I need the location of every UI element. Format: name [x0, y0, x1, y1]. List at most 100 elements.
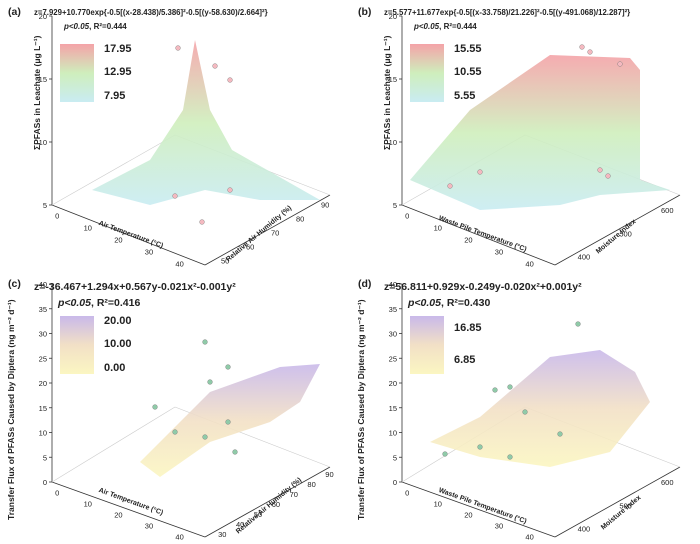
y-tick-label: 60 [272, 500, 280, 509]
observation-point [575, 321, 581, 327]
observation-point [447, 183, 453, 189]
x-tick-label: 30 [495, 248, 503, 257]
panel-label: (a) [8, 6, 21, 18]
y-tick-label: 80 [307, 480, 315, 489]
observation-point [175, 45, 181, 51]
z-tick-label: 30 [389, 330, 397, 339]
observation-point [597, 167, 603, 173]
x-axis-line [51, 481, 206, 538]
z-axis-label: ΣPFASs in Leachate (μg L⁻¹) [382, 35, 392, 150]
z-tick-label: 20 [389, 379, 397, 388]
y-tick-label: 600 [661, 478, 674, 487]
z-tick-label: 10 [389, 138, 397, 147]
y-tick-label: 90 [321, 200, 329, 209]
z-tick-label: 25 [39, 354, 47, 363]
z-tick-label: 15 [39, 75, 47, 84]
z-tick-label: 5 [43, 453, 47, 462]
observation-point [202, 339, 208, 345]
z-tick-label: 15 [39, 404, 47, 413]
observation-point [227, 77, 233, 83]
x-tick-label: 20 [464, 510, 472, 519]
x-tick-label: 30 [145, 248, 153, 257]
panel-label: (b) [358, 6, 372, 18]
legend-value-low: 0.00 [104, 362, 126, 374]
legend-value-mid: 10.00 [104, 338, 132, 350]
observation-point [152, 404, 158, 410]
y-tick-label: 90 [325, 470, 333, 479]
z-tick-label: 0 [393, 478, 397, 487]
observation-point [202, 434, 208, 440]
x-tick-label: 0 [55, 488, 59, 497]
x-tick-label: 20 [464, 236, 472, 245]
legend-value-mid: 10.55 [454, 66, 482, 78]
z-tick-label: 15 [389, 404, 397, 413]
fit-statistics: p<0.05, R²=0.430 [408, 297, 490, 309]
y-axis-line [204, 466, 331, 538]
y-tick-label: 80 [296, 214, 304, 223]
x-axis-line [401, 204, 556, 266]
y-axis-line [554, 194, 681, 266]
panel-a: 5 10 15 20 0 10 20 30 40 50 60 70 80 90 (a) z=7.929+1… [0, 0, 350, 272]
z-tick-label: 5 [393, 201, 397, 210]
x-tick-label: 40 [175, 260, 183, 269]
r-squared: , R²=0.444 [89, 22, 127, 31]
y-tick-label: 70 [271, 228, 279, 237]
legend-value-high: 15.55 [454, 43, 482, 55]
surface-plot-a: 5 10 15 20 0 10 20 30 40 50 60 70 80 90 [39, 12, 331, 269]
x-tick-label: 40 [525, 260, 533, 269]
x-tick-label: 0 [405, 488, 409, 497]
x-axis-line [51, 204, 206, 266]
back-floor-line [51, 134, 176, 206]
fit-equation: z=-36.467+1.294x+0.567y-0.021x²-0.001y² [34, 281, 236, 293]
z-tick-label: 30 [39, 330, 47, 339]
r-squared: , R²=0.416 [90, 297, 141, 309]
color-legend: 15.55 10.55 5.55 [410, 43, 520, 104]
fit-equation: z=5.577+11.677exp{-0.5[(x-33.758)/21.226… [384, 8, 631, 17]
z-tick-label: 5 [393, 453, 397, 462]
x-tick-label: 20 [114, 236, 122, 245]
observation-point [522, 409, 528, 415]
observation-point [442, 451, 448, 457]
z-tick-label: 10 [39, 429, 47, 438]
x-tick-label: 10 [84, 499, 92, 508]
panel-c: 0 5 10 15 20 25 30 35 40 0 10 20 30 40 30 40 50 60 70 80 90 … [0, 272, 350, 544]
fit-equation: z=56.811+0.929x-0.249y-0.020x²+0.001y² [384, 281, 582, 293]
z-tick-label: 10 [389, 429, 397, 438]
x-tick-label: 30 [145, 521, 153, 530]
y-tick-label: 50 [221, 256, 229, 265]
panel-label: (d) [358, 278, 372, 290]
legend-value-high: 20.00 [104, 315, 132, 327]
observation-point [557, 431, 563, 437]
legend-value-high: 17.95 [104, 43, 132, 55]
z-tick-label: 35 [39, 305, 47, 314]
x-tick-label: 10 [84, 224, 92, 233]
z-tick-label: 25 [389, 354, 397, 363]
observation-point [225, 364, 231, 370]
r-squared: , R²=0.430 [440, 297, 491, 309]
r-squared: , R²=0.444 [439, 22, 477, 31]
y-axis-line [554, 466, 681, 538]
color-legend: 17.95 12.95 7.95 [60, 43, 170, 104]
legend-gradient [60, 316, 94, 374]
fit-statistics: p<0.05, R²=0.444 [414, 22, 477, 31]
legend-value-mid: 12.95 [104, 66, 132, 78]
x-tick-label: 40 [175, 532, 183, 541]
z-axis-label: Transfer Flux of PFASs Caused by Diptera… [6, 299, 16, 520]
observation-point [225, 419, 231, 425]
observation-point [212, 63, 218, 69]
z-tick-label: 15 [389, 75, 397, 84]
x-tick-label: 0 [55, 212, 59, 221]
z-tick-label: 40 [389, 280, 397, 289]
z-tick-label: 20 [39, 12, 47, 21]
p-value: p<0.05 [64, 22, 90, 31]
legend-value-low: 7.95 [104, 90, 126, 102]
fitted-surface [410, 55, 670, 210]
y-tick-label: 500 [619, 501, 632, 510]
z-tick-label: 0 [43, 478, 47, 487]
observation-point [587, 49, 593, 55]
observation-point [477, 444, 483, 450]
legend-gradient [60, 44, 94, 102]
p-value: p<0.05 [414, 22, 440, 31]
z-tick-label: 20 [389, 12, 397, 21]
surface-plot-b: 5 10 15 20 0 10 20 30 40 400 500 600 [389, 12, 681, 269]
